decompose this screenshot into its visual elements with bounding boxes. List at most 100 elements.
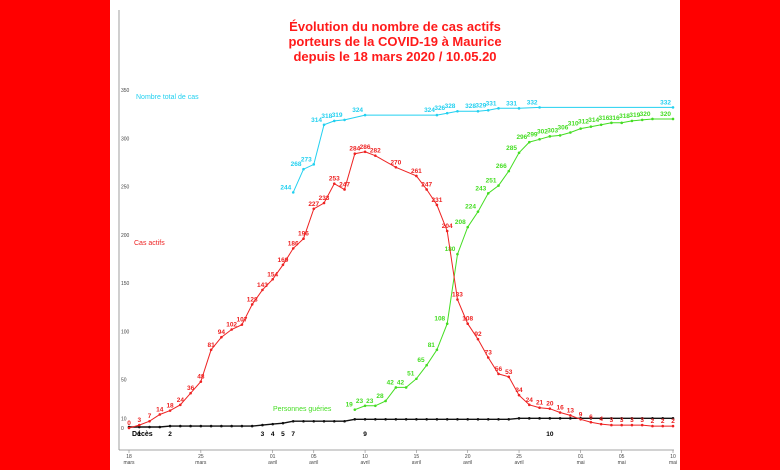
x-tick-day: 10 [362,454,368,460]
data-point-deaths [384,418,387,421]
data-point-active [610,423,613,427]
data-point-active [168,409,172,412]
data-point-deaths [220,424,223,428]
data-point-active [651,424,654,428]
data-label-active: 24 [177,397,185,404]
x-tick-month: mars [123,460,135,466]
data-label-active: 3 [630,417,634,424]
data-point-active [240,323,244,326]
data-point-active [661,424,665,428]
data-point-recovered [456,252,459,256]
data-label-active: 204 [442,223,453,230]
data-point-deaths [148,425,151,429]
data-label-active: 227 [308,201,319,208]
data-label-recovered: 51 [407,371,415,378]
data-point-recovered [630,119,634,123]
data-point-recovered [353,408,357,411]
y-tick-label: 0 [121,426,124,432]
data-label-recovered: 303 [547,127,558,134]
data-point-deaths [589,417,593,420]
data-label-recovered: 19 [346,402,354,409]
data-label-active: 247 [421,181,432,188]
data-label-recovered: 306 [557,124,568,131]
data-point-deaths [240,424,244,428]
y-tick-label: 50 [121,378,127,384]
data-label-recovered: 28 [376,393,384,400]
data-point-active [291,247,295,250]
data-point-total [435,113,439,117]
chart-title-line-1: Évolution du nombre de cas actifs [289,19,501,34]
data-point-active [353,152,357,156]
series-line-active [128,151,673,429]
data-label-active: 2 [661,418,665,425]
data-label-recovered: 302 [537,128,548,135]
data-point-recovered [558,134,562,137]
data-point-recovered [548,135,552,138]
data-label-total: 331 [486,100,497,107]
data-point-deaths [312,419,316,423]
data-point-deaths [209,424,213,428]
chart-title-line-2: porteurs de la COVID-19 à Maurice [288,34,501,49]
data-point-recovered [599,123,603,127]
data-point-deaths [558,417,562,420]
data-point-active [507,375,511,379]
data-label-recovered: 320 [640,111,651,118]
data-label-deaths: 2 [168,431,172,438]
data-label-deaths: 4 [271,431,275,438]
series-label-recovered: Personnes guéries [273,406,332,413]
data-label-active: 7 [148,413,152,420]
data-point-active [538,406,541,410]
data-point-recovered [466,225,470,229]
data-label-recovered: 208 [455,219,466,226]
data-point-deaths [158,425,162,429]
data-point-active [250,303,254,306]
data-point-deaths [651,417,654,420]
data-label-active: 3 [137,417,141,424]
data-point-deaths [179,424,182,428]
data-label-total: 324 [352,107,363,114]
data-label-active: 133 [452,292,463,299]
x-tick-day: 05 [311,454,317,460]
series-line-total [292,106,673,193]
data-label-recovered: 318 [619,113,630,120]
data-point-recovered [528,140,531,144]
data-label-active: 102 [226,321,237,328]
data-label-deaths: 10 [546,431,554,438]
x-tick-labels: 18mars25mars01avril05avril10avril15avril… [123,450,677,466]
data-label-recovered: 312 [578,119,589,126]
data-point-deaths [404,418,408,421]
data-point-total [671,106,675,109]
data-point-recovered [425,363,428,367]
data-point-recovered [374,404,377,408]
data-point-recovered [579,127,582,130]
data-label-active: 21 [536,400,544,407]
data-label-recovered: 251 [486,178,497,185]
data-label-active: 169 [278,257,289,264]
data-point-deaths [394,418,398,421]
data-point-deaths [640,417,644,420]
data-point-active [435,203,439,207]
data-label-recovered: 81 [428,342,436,349]
data-point-deaths [230,424,233,428]
data-label-recovered: 319 [629,112,640,119]
data-label-recovered: 42 [387,379,395,386]
data-label-active: 18 [166,403,174,410]
data-label-recovered: 320 [660,111,671,118]
data-point-total [332,119,336,123]
data-label-active: 14 [156,406,164,413]
data-point-active [569,414,572,417]
data-label-active: 20 [546,401,554,408]
data-point-total [363,113,367,117]
y-tick-label: 250 [121,185,130,191]
data-label-total: 244 [280,184,291,191]
data-point-recovered [363,404,367,408]
data-label-deaths: 3 [261,431,265,438]
data-point-deaths [322,419,326,423]
data-point-total [291,191,295,194]
data-label-active: 2 [671,418,675,425]
data-label-active: 286 [360,144,371,151]
data-point-recovered [569,131,572,134]
data-point-recovered [671,117,675,121]
data-label-recovered: 23 [356,398,364,405]
